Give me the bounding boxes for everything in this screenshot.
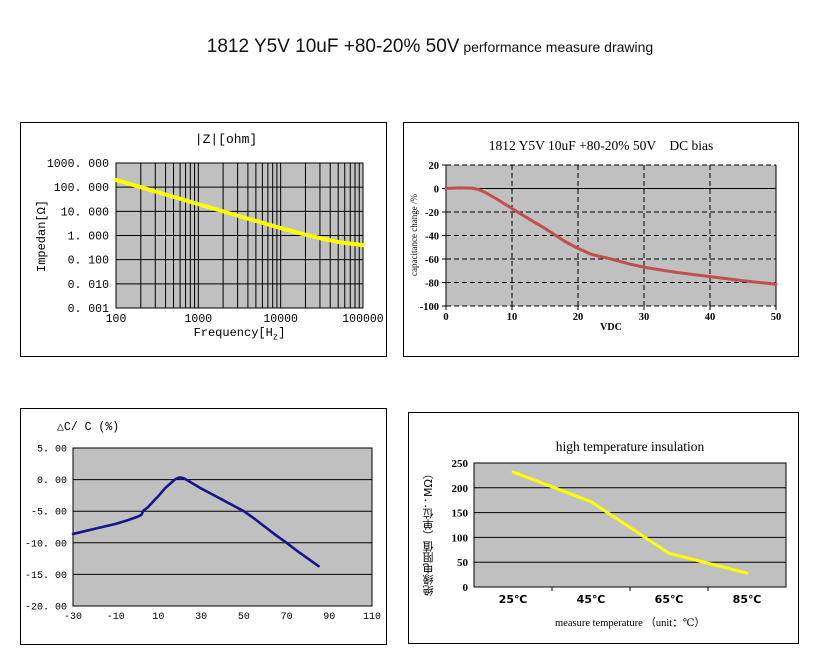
x-tick-label: 40	[705, 312, 716, 323]
page-title-main: 1812 Y5V 10uF +80-20% 50V	[206, 36, 460, 57]
y-tick-label: 20	[429, 161, 440, 172]
insulation-y-axis-label: 绝缘电阻值（单位：MΩ）	[422, 468, 435, 596]
plot-border	[115, 162, 364, 309]
plot-border	[72, 447, 373, 607]
impedance-data-line	[114, 177, 365, 248]
page-title-sub: performance measure drawing	[459, 39, 654, 55]
dc-bias-chart-title: 1812 Y5V 10uF +80-20% 50V DC bias	[488, 138, 714, 153]
impedance-chart-title: |Z|[ohm]	[194, 132, 258, 147]
y-tick-label: -100	[420, 302, 439, 313]
impedance-x-axis-label-subscript: z	[272, 332, 279, 343]
y-tick-label: -40	[425, 232, 439, 243]
x-tick-label: 100	[106, 313, 127, 326]
impedance-y-axis-label: Impedan[Ω]	[35, 199, 49, 272]
delta-c-data-line	[71, 476, 320, 568]
delta-c-chart-title: △C/ C (%)	[57, 421, 120, 434]
y-tick-label: 250	[452, 458, 469, 470]
impedance-x-axis-label-text: Frequency[H	[193, 326, 273, 340]
x-tick-label: 100000	[342, 313, 384, 326]
dc-bias-data-line	[444, 186, 778, 286]
impedance-x-axis-label-close: ]	[278, 326, 286, 340]
dc-bias-x-axis-label: VDC	[600, 322, 622, 333]
delta-c-chart-panel: 5. 00 0. 00 -5. 00 -10. 00 -15. 00 -20. 00 -30…	[20, 408, 387, 645]
insulation-x-axis-label: measure temperature （unit：℃）	[555, 618, 705, 629]
impedance-plot: 1000. 000 100. 000 10. 000 1. 000 0. 100 0. 0…	[47, 158, 384, 326]
y-tick-label: -60	[425, 255, 439, 266]
y-tick-label: 0. 001	[68, 303, 110, 316]
x-tick-label: 20	[573, 312, 584, 323]
x-tick-label: 50	[771, 312, 782, 323]
y-tick-label: 0. 100	[68, 255, 110, 268]
x-category-label: 25℃	[499, 593, 528, 606]
impedance-chart-panel: 1000. 000 100. 000 10. 000 1. 000 0. 100 0. 0…	[20, 122, 387, 357]
delta-c-plot: 5. 00 0. 00 -5. 00 -10. 00 -15. 00 -20. 00-30…	[25, 445, 381, 624]
x-category-label: 65℃	[655, 593, 684, 606]
y-tick-label: 100. 000	[54, 182, 109, 195]
x-tick-label: 0	[443, 312, 448, 323]
y-tick-label: 0	[463, 582, 469, 594]
y-tick-label: -80	[425, 279, 439, 290]
x-category-label: 45℃	[577, 593, 606, 606]
y-tick-label: -20	[425, 208, 439, 219]
y-tick-label: -10. 00	[25, 539, 67, 550]
y-tick-label: 0. 00	[37, 476, 67, 487]
impedance-x-axis-label: Frequency[Hz]	[116, 326, 363, 342]
y-tick-label: 5. 00	[37, 445, 67, 456]
dc-bias-plot: 20 0 -20 -40 -60 -80 -100 0 10 20 30 40 50	[420, 161, 782, 323]
x-tick-label: 10	[507, 312, 518, 323]
x-tick-label: 30	[639, 312, 650, 323]
insulation-chart-title: high temperature insulation	[555, 439, 705, 454]
y-tick-label: -15. 00	[25, 571, 67, 582]
y-tick-label: 100	[452, 532, 469, 544]
x-tick-label: 10000	[263, 313, 298, 326]
insulation-chart-panel: 250 200 150 100 50 0 25℃ 45℃ 65℃ 85℃ high tempera…	[408, 412, 799, 644]
x-tick-label: 1000	[185, 313, 213, 326]
insulation-data-line	[511, 470, 749, 575]
page-title: 1812 Y5V 10uF +80-20% 50V performance me…	[0, 36, 819, 58]
x-tick-label: -30	[64, 612, 82, 623]
y-tick-label: 0. 010	[68, 279, 110, 292]
x-tick-label: 10	[152, 612, 164, 623]
y-tick-label: 1000. 000	[47, 158, 109, 171]
x-tick-label: 90	[323, 612, 335, 623]
plot-background	[474, 463, 786, 587]
x-tick-label: -10	[107, 612, 125, 623]
y-tick-label: 0	[434, 185, 439, 196]
y-tick-label: -20. 00	[25, 603, 67, 614]
dc-bias-y-axis-label: capacitance change /%	[409, 194, 419, 277]
x-tick-label: 50	[238, 612, 250, 623]
y-tick-label: 50	[457, 557, 469, 569]
y-tick-label: -5. 00	[31, 508, 67, 519]
plot-background	[73, 448, 372, 606]
y-tick-label: 1. 000	[68, 231, 110, 244]
x-category-label: 85℃	[733, 593, 762, 606]
y-tick-label: 150	[452, 508, 469, 520]
dc-bias-chart-panel: 20 0 -20 -40 -60 -80 -100 0 10 20 30 40 50 1812 Y5V …	[403, 122, 799, 357]
y-tick-label: 10. 000	[61, 206, 109, 219]
y-tick-label: 200	[452, 483, 469, 495]
x-tick-label: 30	[195, 612, 207, 623]
insulation-plot: 250 200 150 100 50 0 25℃ 45℃ 65℃ 85℃	[452, 458, 787, 606]
x-tick-label: 70	[281, 612, 293, 623]
x-tick-label: 110	[363, 612, 381, 623]
